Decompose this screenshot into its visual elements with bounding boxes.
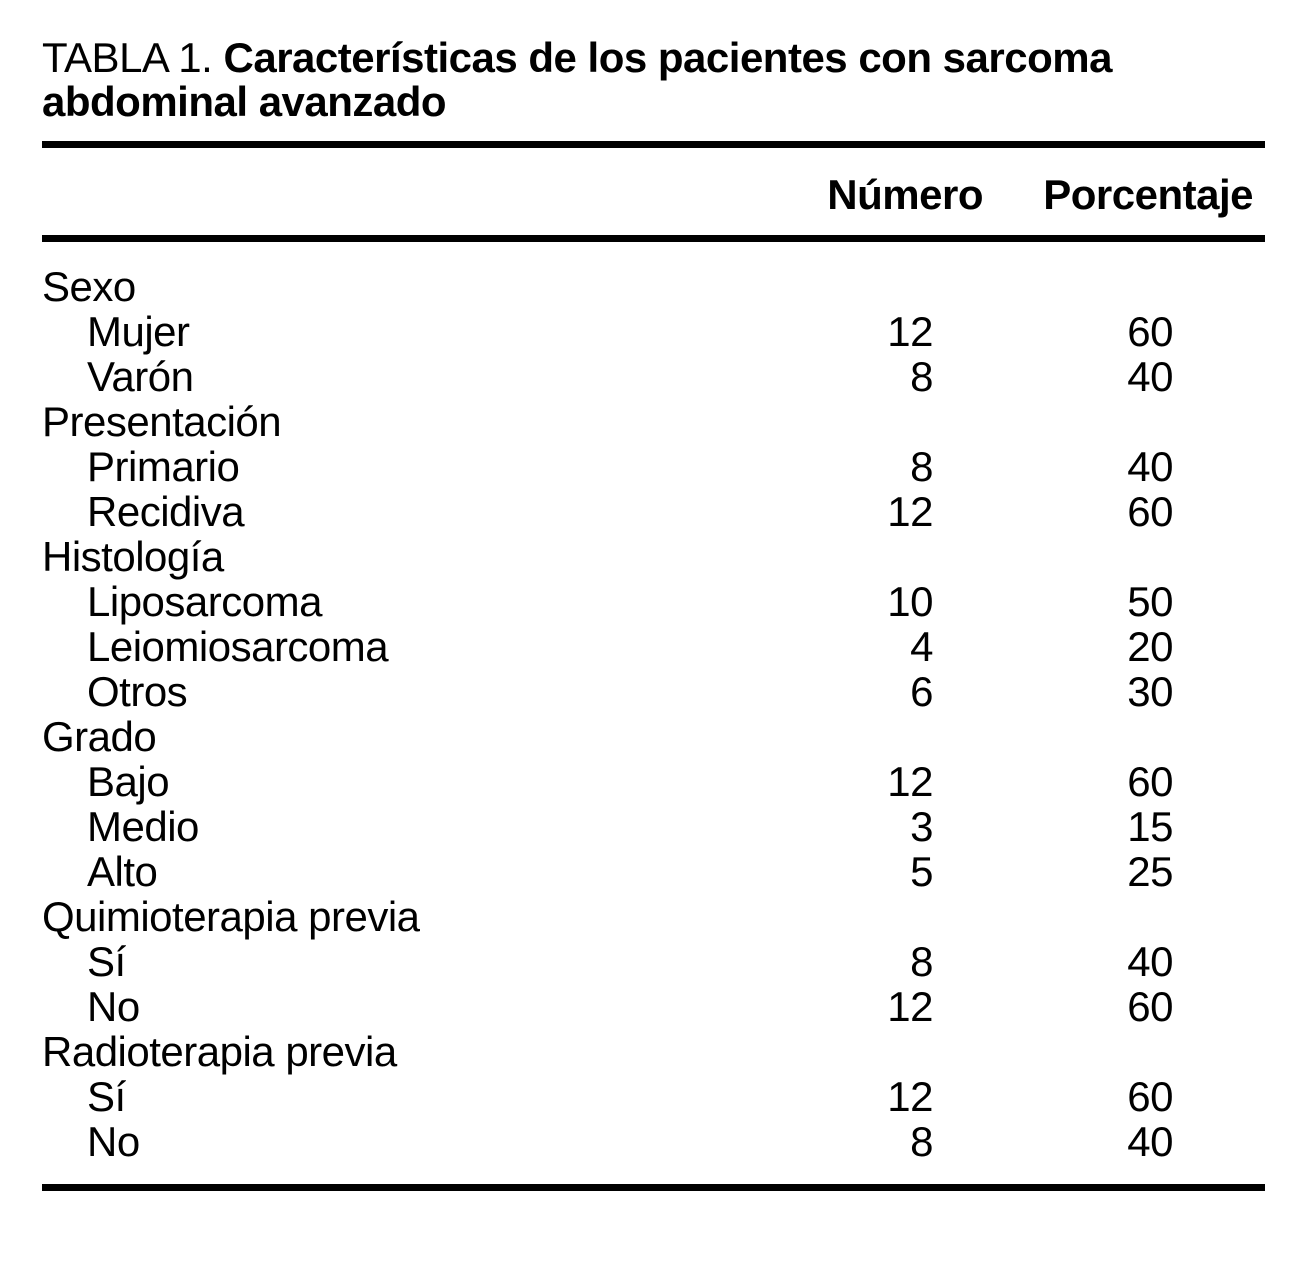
table-number-label: TABLA 1. (42, 34, 213, 81)
row-label: Sexo (42, 263, 136, 310)
table-title: TABLA 1. Características de los paciente… (42, 36, 1265, 124)
table-row: Recidiva 12 60 (42, 489, 1265, 534)
row-numero: 12 (887, 308, 933, 355)
table-row: Otros 6 30 (42, 669, 1265, 714)
table-row: Sí 12 60 (42, 1074, 1265, 1119)
table-row: Primario 8 40 (42, 444, 1265, 489)
row-label: Grado (42, 713, 157, 760)
table-row: Histología (42, 534, 1265, 579)
row-label: Mujer (87, 308, 190, 355)
row-numero (653, 239, 988, 310)
table-row: Quimioterapia previa (42, 894, 1265, 939)
row-label: Alto (87, 848, 158, 895)
patient-characteristics-table: Número Porcentaje Sexo Mujer 12 60 Varón… (42, 141, 1265, 1191)
header-row: Número Porcentaje (42, 144, 1265, 242)
row-porcentaje: 40 (1127, 353, 1173, 400)
table-row: Bajo 12 60 (42, 759, 1265, 804)
row-porcentaje: 40 (1127, 938, 1173, 985)
table-row: Presentación (42, 399, 1265, 444)
row-numero: 5 (910, 848, 933, 895)
row-porcentaje: 15 (1127, 803, 1173, 850)
row-numero (653, 714, 988, 759)
row-porcentaje: 50 (1127, 578, 1173, 625)
table-row: Mujer 12 60 (42, 309, 1265, 354)
row-label: Recidiva (87, 488, 245, 535)
header-label-column (42, 144, 653, 242)
row-porcentaje (988, 239, 1265, 310)
table-row: No 8 40 (42, 1119, 1265, 1188)
table-row: Alto 5 25 (42, 849, 1265, 894)
row-numero (653, 534, 988, 579)
row-porcentaje (988, 894, 1265, 939)
row-label: Liposarcoma (87, 578, 322, 625)
header-numero: Número (653, 144, 988, 242)
paper-table-page: TABLA 1. Características de los paciente… (0, 36, 1300, 1191)
row-porcentaje: 60 (1127, 1073, 1173, 1120)
row-numero (653, 399, 988, 444)
row-porcentaje: 60 (1127, 983, 1173, 1030)
row-label: No (87, 1118, 140, 1165)
row-numero: 12 (887, 983, 933, 1030)
row-porcentaje: 40 (1127, 443, 1173, 490)
row-porcentaje: 20 (1127, 623, 1173, 670)
row-numero: 8 (910, 1118, 933, 1165)
row-porcentaje (988, 399, 1265, 444)
row-numero: 3 (910, 803, 933, 850)
row-porcentaje (988, 1029, 1265, 1074)
row-numero (653, 894, 988, 939)
row-numero: 8 (910, 938, 933, 985)
row-porcentaje: 60 (1127, 488, 1173, 535)
table-title-line1: TABLA 1. Características de los paciente… (42, 36, 1265, 80)
table-row: No 12 60 (42, 984, 1265, 1029)
row-numero: 12 (887, 488, 933, 535)
table-caption-line1: Características de los pacientes con sar… (223, 34, 1113, 81)
row-numero: 8 (910, 443, 933, 490)
row-label: Presentación (42, 398, 282, 445)
header-porcentaje: Porcentaje (988, 144, 1265, 242)
row-label: No (87, 983, 140, 1030)
row-label: Sí (87, 1073, 126, 1120)
row-porcentaje: 60 (1127, 308, 1173, 355)
row-numero: 12 (887, 758, 933, 805)
row-porcentaje: 30 (1127, 668, 1173, 715)
row-numero: 6 (910, 668, 933, 715)
row-numero (653, 1029, 988, 1074)
row-numero: 10 (887, 578, 933, 625)
row-numero: 12 (887, 1073, 933, 1120)
row-label: Histología (42, 533, 224, 580)
row-label: Quimioterapia previa (42, 893, 420, 940)
table-caption-line2: abdominal avanzado (42, 78, 447, 125)
row-label: Otros (87, 668, 188, 715)
table-row: Sí 8 40 (42, 939, 1265, 984)
row-label: Bajo (87, 758, 170, 805)
row-label: Radioterapia previa (42, 1028, 397, 1075)
row-label: Medio (87, 803, 199, 850)
table-row: Leiomiosarcoma 4 20 (42, 624, 1265, 669)
table-row: Sexo (42, 239, 1265, 310)
row-porcentaje: 25 (1127, 848, 1173, 895)
table-row: Grado (42, 714, 1265, 759)
table-header: Número Porcentaje (42, 144, 1265, 242)
row-label: Sí (87, 938, 126, 985)
row-numero: 8 (910, 353, 933, 400)
row-porcentaje (988, 534, 1265, 579)
row-porcentaje: 40 (1127, 1118, 1173, 1165)
row-label: Primario (87, 443, 240, 490)
table-row: Liposarcoma 10 50 (42, 579, 1265, 624)
table-row: Medio 3 15 (42, 804, 1265, 849)
row-porcentaje (988, 714, 1265, 759)
row-porcentaje: 60 (1127, 758, 1173, 805)
table-body: Sexo Mujer 12 60 Varón 8 40 Presentación… (42, 239, 1265, 1188)
table-row: Varón 8 40 (42, 354, 1265, 399)
row-label: Varón (87, 353, 194, 400)
table-row: Radioterapia previa (42, 1029, 1265, 1074)
row-label: Leiomiosarcoma (87, 623, 389, 670)
row-numero: 4 (910, 623, 933, 670)
